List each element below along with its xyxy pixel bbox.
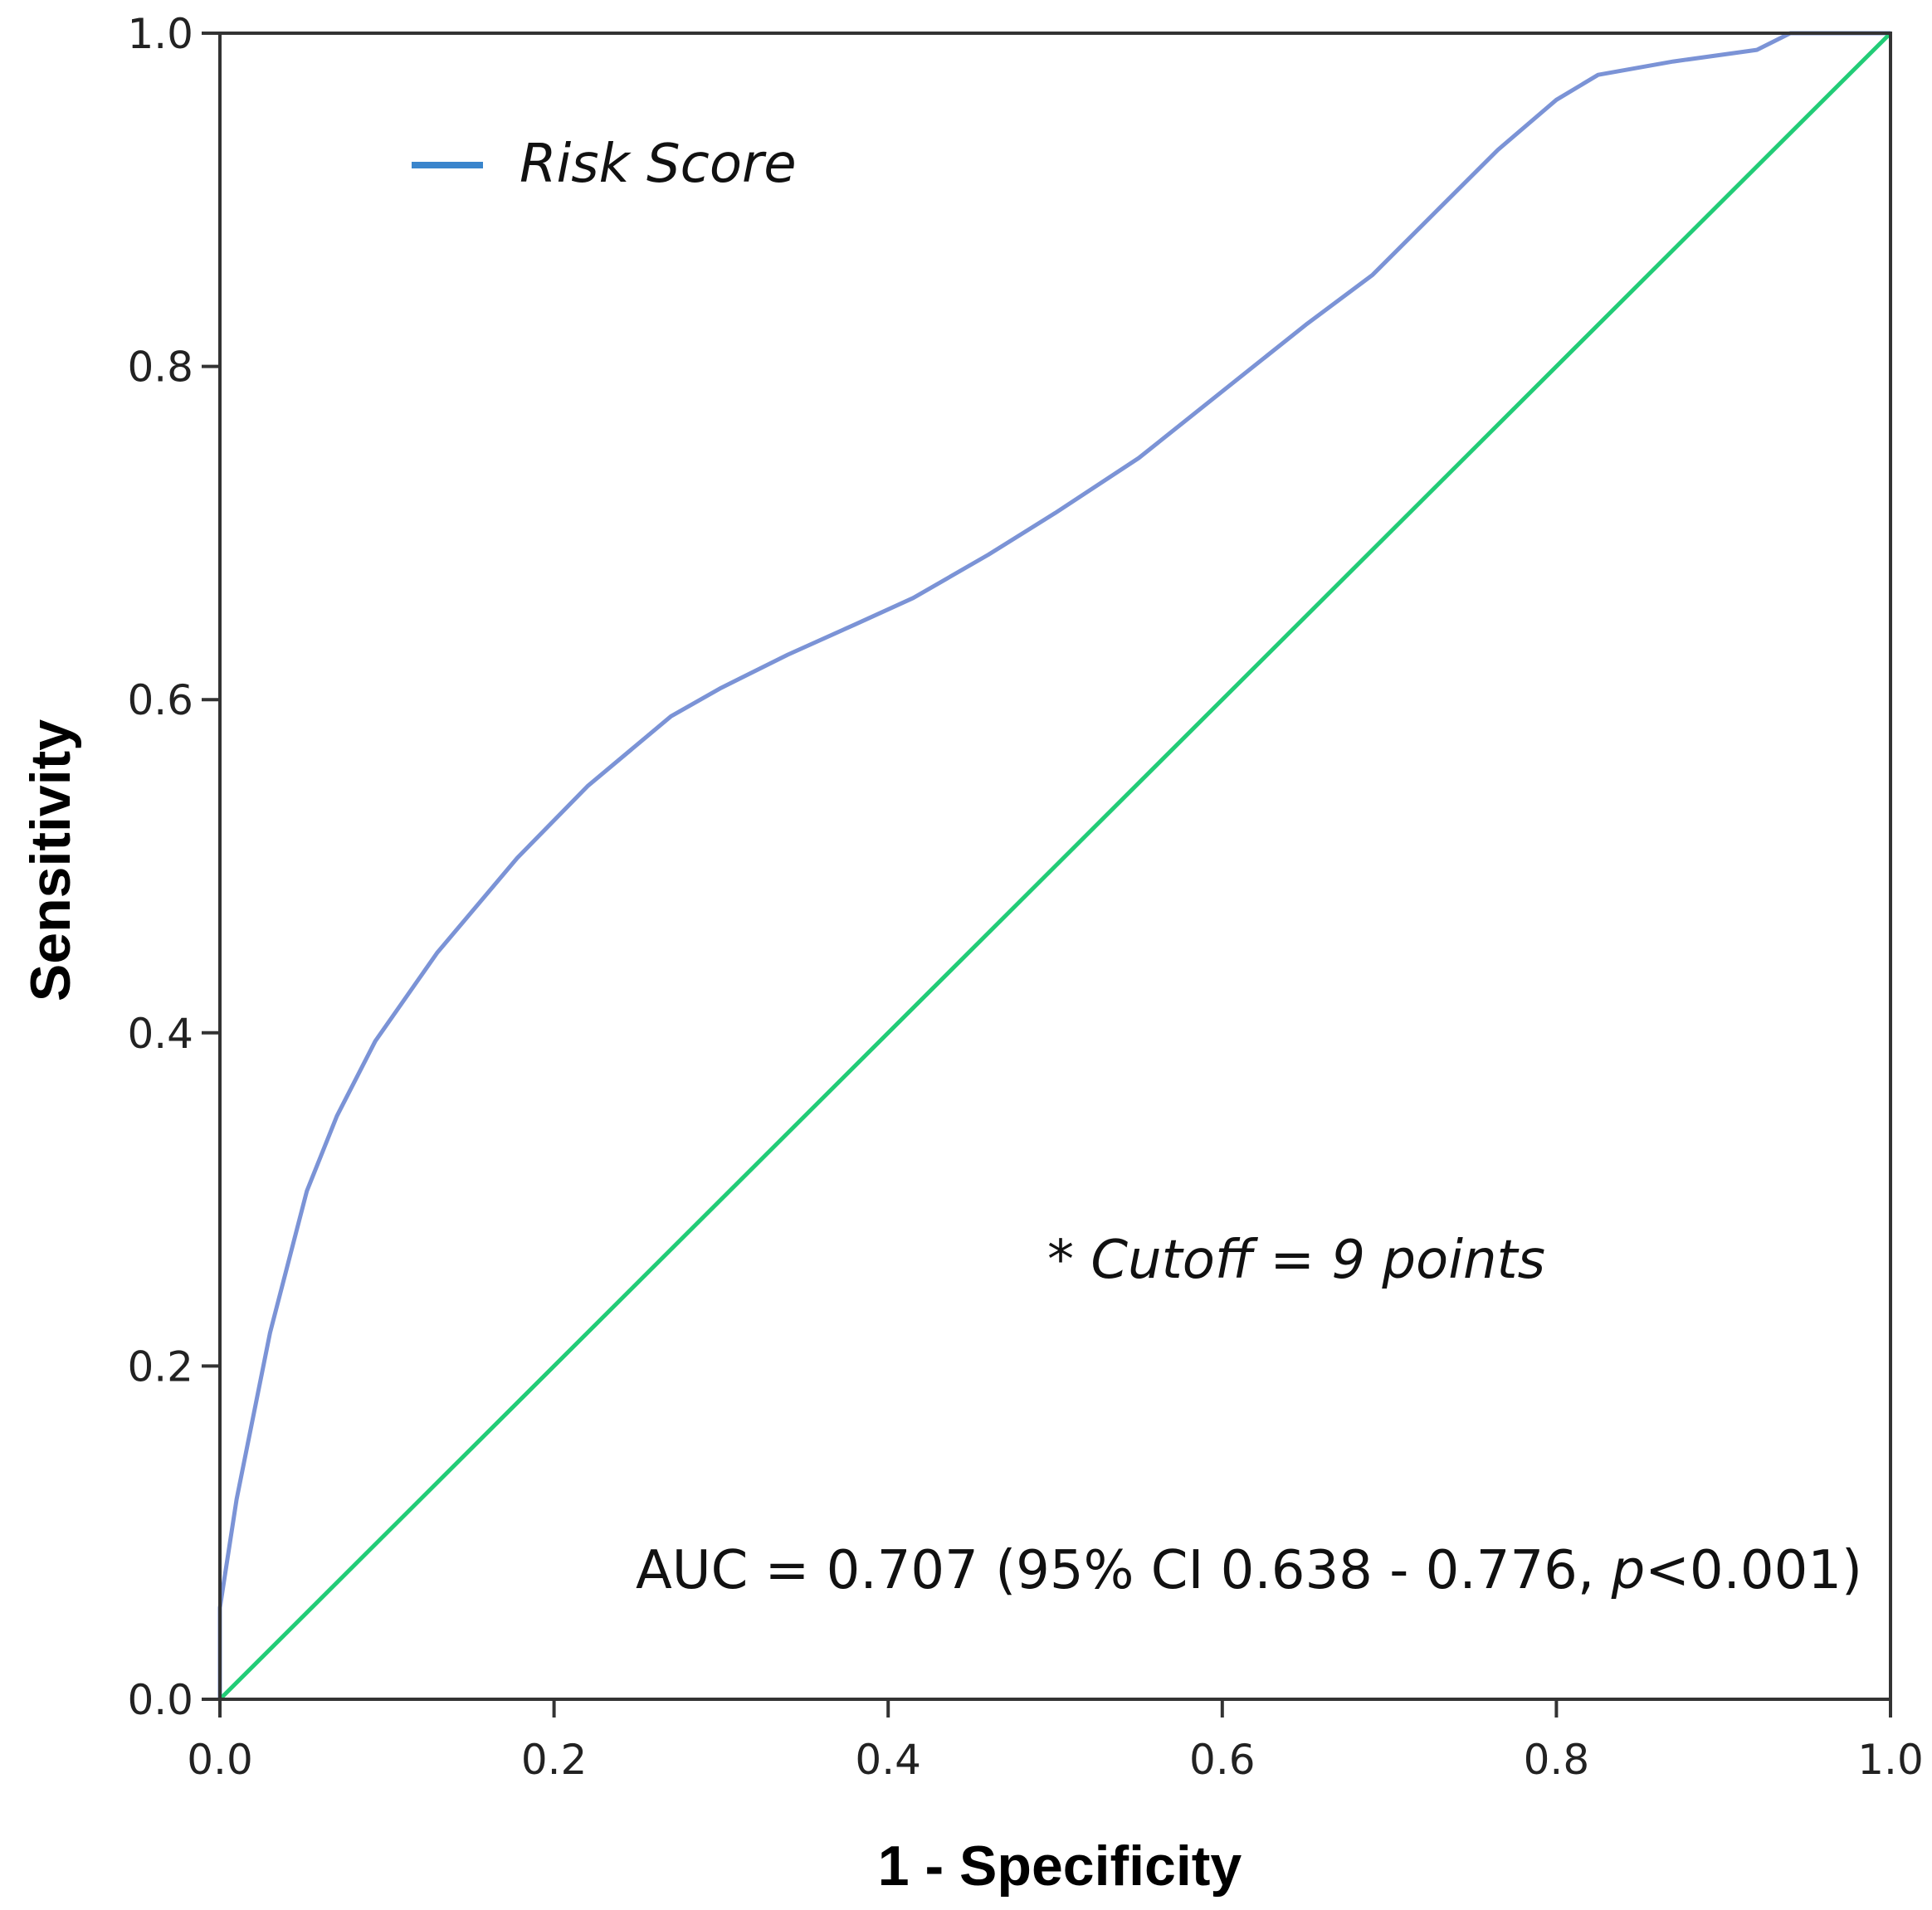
x-tick-label: 0.0 bbox=[187, 1736, 253, 1784]
legend-label-risk-score: Risk Score bbox=[520, 134, 797, 195]
cutoff-prefix: * bbox=[1047, 1230, 1090, 1291]
series-layer bbox=[217, 31, 1892, 1701]
y-axis-ticks: 0.0 0.2 0.4 0.6 0.8 1.0 bbox=[127, 10, 220, 1724]
y-tick-label: 0.8 bbox=[127, 344, 193, 392]
y-axis-title: Sensitivity bbox=[19, 719, 82, 1001]
x-tick-label: 0.8 bbox=[1524, 1736, 1590, 1784]
cutoff-annotation: * Cutoff = 9 points bbox=[1047, 1230, 1545, 1291]
x-tick-label: 0.2 bbox=[521, 1736, 588, 1784]
reference-diagonal bbox=[218, 32, 1892, 1701]
x-axis-title: 1 - Specificity bbox=[878, 1834, 1242, 1898]
x-tick-label: 0.4 bbox=[855, 1736, 921, 1784]
legend: Risk Score bbox=[412, 134, 797, 195]
y-tick-label: 0.2 bbox=[127, 1342, 193, 1391]
y-tick-label: 0.6 bbox=[127, 676, 193, 724]
x-axis-ticks: 0.0 0.2 0.4 0.6 0.8 1.0 bbox=[187, 1699, 1924, 1784]
y-tick-label: 1.0 bbox=[127, 10, 193, 58]
auc-text-before: AUC = 0.707 (95% CI 0.638 - 0.776, bbox=[636, 1540, 1612, 1601]
x-tick-label: 1.0 bbox=[1857, 1736, 1924, 1784]
auc-p-symbol: p bbox=[1611, 1540, 1646, 1601]
y-tick-label: 0.4 bbox=[127, 1010, 193, 1058]
auc-annotation: AUC = 0.707 (95% CI 0.638 - 0.776, p<0.0… bbox=[636, 1540, 1862, 1601]
auc-text-after: <0.001) bbox=[1645, 1540, 1862, 1601]
risk-score-curve bbox=[217, 31, 1891, 1699]
cutoff-text: Cutoff = 9 points bbox=[1090, 1230, 1545, 1291]
plot-frame bbox=[218, 32, 1892, 1701]
y-tick-label: 0.0 bbox=[127, 1676, 193, 1724]
x-tick-label: 0.6 bbox=[1189, 1736, 1256, 1784]
